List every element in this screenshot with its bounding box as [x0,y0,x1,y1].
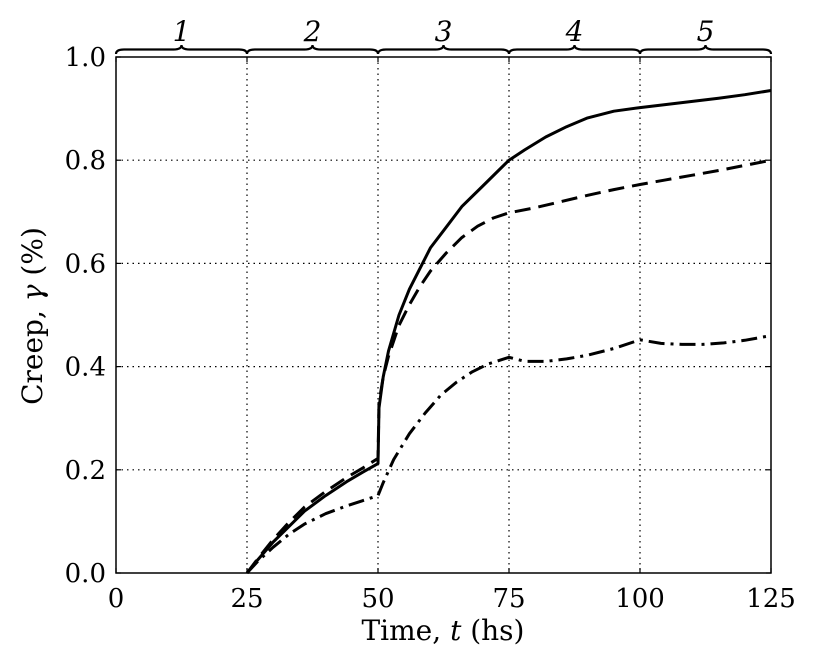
phase-bracket-1 [114,44,249,55]
y-tick-label: 0.8 [65,146,106,176]
phase-label: 5 [697,15,715,48]
x-tick-label: 50 [361,584,394,614]
phase-label: 4 [565,15,584,48]
tick-labels: 0 25 50 75 100 125 0.0 0.2 0.4 0.6 0.8 1.0 [65,43,796,614]
y-tick-label: 1.0 [65,43,106,73]
y-tick-label: 0.4 [65,353,106,383]
phase-brackets: 1 2 3 4 5 [114,15,773,55]
y-axis-title-unit: (%) [16,227,49,284]
series-layer [245,89,772,575]
grid-layer [116,57,771,573]
phase-bracket-2 [245,44,380,55]
y-tick-label: 0.2 [65,456,106,486]
x-axis-title-unit: (hs) [461,614,524,647]
plot-frame [115,56,772,574]
phase-bracket-4 [507,44,642,55]
series-line-dashed [245,158,772,574]
series-line-dashdot [245,334,772,575]
y-axis-title-variable: γ [16,284,49,301]
y-axis-title: Creep, γ (%) [16,227,49,405]
x-tick-label: 125 [746,584,796,614]
y-tick-label: 0.6 [65,249,106,279]
x-axis-title-main: Time, [362,614,451,647]
y-tick-label: 0.0 [65,559,106,589]
series-line-solid [245,89,772,574]
x-tick-label: 25 [230,584,263,614]
x-tick-label: 0 [108,584,125,614]
phase-label: 2 [303,15,322,48]
x-axis-title-variable: t [450,614,462,647]
phase-bracket-3 [376,44,511,55]
x-tick-label: 75 [492,584,525,614]
phase-label: 1 [173,15,191,48]
phase-bracket-5 [638,44,773,55]
phase-label: 3 [435,15,453,48]
x-axis-title: Time, t (hs) [362,614,525,647]
y-axis-title-main: Creep, [16,301,49,405]
x-tick-label: 100 [615,584,665,614]
